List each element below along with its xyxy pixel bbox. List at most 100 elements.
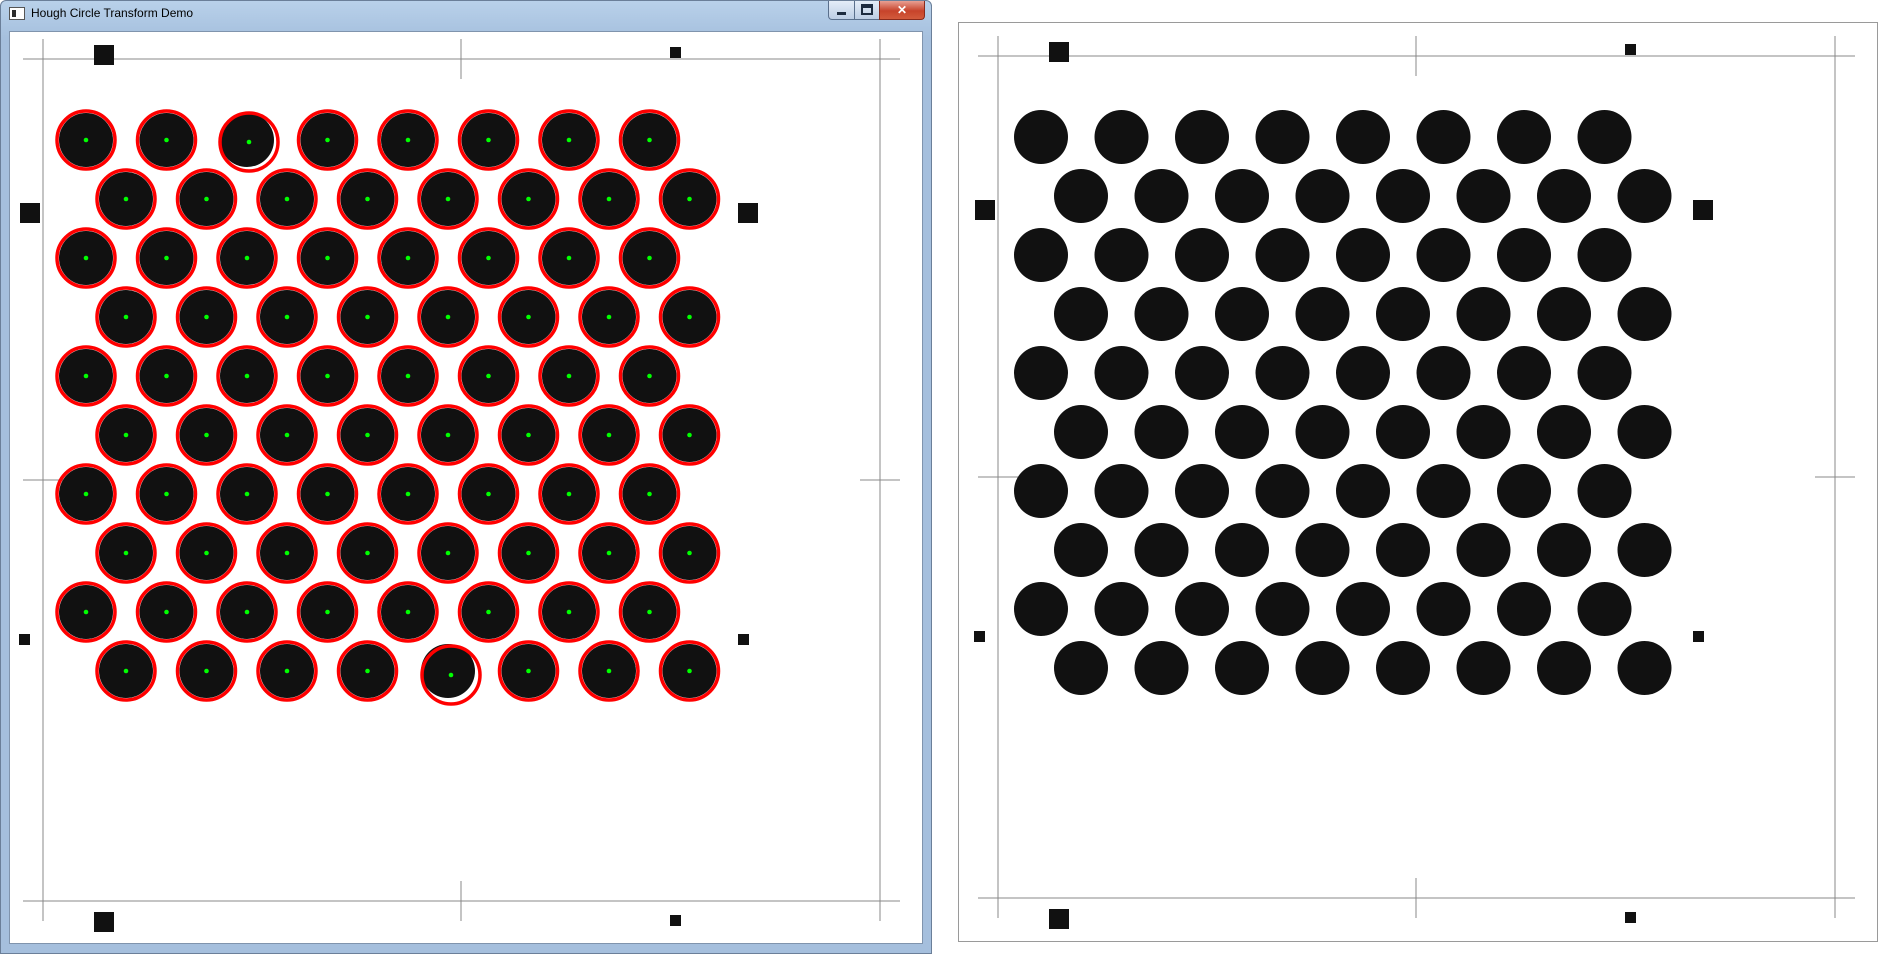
registration-mark xyxy=(1049,909,1069,929)
registration-mark xyxy=(974,631,985,642)
detected-center xyxy=(284,196,290,202)
registration-mark xyxy=(670,47,681,58)
detected-center xyxy=(486,373,491,379)
detected-center xyxy=(83,255,89,261)
detected-center xyxy=(647,255,652,261)
detected-circle xyxy=(336,286,399,348)
title-bar[interactable]: Hough Circle Transform Demo ✕ xyxy=(1,1,931,27)
dot xyxy=(1537,169,1591,223)
detected-circle xyxy=(216,227,278,289)
dot xyxy=(1054,169,1108,223)
dot xyxy=(1617,641,1672,695)
dot xyxy=(1376,641,1430,695)
detected-circle xyxy=(95,640,157,702)
dot xyxy=(1014,582,1068,636)
detected-circle xyxy=(95,286,157,348)
registration-mark xyxy=(1693,631,1704,642)
dot xyxy=(1014,228,1068,282)
detected-circle xyxy=(256,168,318,230)
detected-circle xyxy=(336,640,399,702)
detected-circle xyxy=(497,640,560,702)
detected-circle xyxy=(417,286,479,348)
detected-center xyxy=(486,255,491,261)
detected-circle xyxy=(538,581,600,643)
dot xyxy=(1094,228,1149,282)
detected-center xyxy=(445,550,451,556)
detected-circle xyxy=(296,227,359,289)
detected-circle xyxy=(296,345,359,407)
maximize-button[interactable] xyxy=(854,1,880,20)
dot xyxy=(1134,523,1189,577)
detected-circle xyxy=(135,581,198,643)
detected-circle xyxy=(135,227,198,289)
detected-center xyxy=(123,550,129,556)
dot xyxy=(1255,464,1310,518)
dot xyxy=(1456,641,1511,695)
detected-circle xyxy=(377,463,439,525)
dot xyxy=(1255,228,1310,282)
detected-circle xyxy=(218,111,280,173)
detected-center xyxy=(405,255,411,261)
dot xyxy=(1376,169,1430,223)
detected-circle xyxy=(618,227,681,289)
dot xyxy=(1175,582,1229,636)
detected-center xyxy=(566,255,572,261)
dot xyxy=(1376,287,1430,341)
dot xyxy=(1295,523,1350,577)
dot xyxy=(1094,346,1149,400)
detected-circle xyxy=(216,581,278,643)
detected-circle xyxy=(658,404,721,466)
detected-center xyxy=(244,373,250,379)
detected-center xyxy=(365,196,370,202)
detected-circle xyxy=(175,404,238,466)
dot xyxy=(1094,464,1149,518)
dot xyxy=(1416,346,1471,400)
detected-circle xyxy=(497,404,560,466)
detected-circle xyxy=(175,522,238,584)
detected-circle xyxy=(618,581,681,643)
detected-circle xyxy=(417,168,479,230)
dot xyxy=(1617,405,1672,459)
detected-center xyxy=(284,550,290,556)
close-button[interactable]: ✕ xyxy=(879,1,925,20)
dot xyxy=(1336,346,1390,400)
detected-circle xyxy=(578,522,640,584)
source-image xyxy=(974,36,1855,929)
detected-circle xyxy=(538,463,600,525)
dot xyxy=(1054,405,1108,459)
detected-circle xyxy=(296,109,359,171)
dot xyxy=(1497,464,1551,518)
detected-circle xyxy=(55,227,117,289)
detected-circle xyxy=(55,463,117,525)
dot xyxy=(1054,641,1108,695)
detected-center xyxy=(486,609,491,615)
registration-mark xyxy=(1693,200,1713,220)
detected-center xyxy=(325,373,330,379)
registration-mark xyxy=(975,200,995,220)
detected-circle xyxy=(578,640,640,702)
close-icon: ✕ xyxy=(896,3,908,17)
dot xyxy=(1617,287,1672,341)
dot xyxy=(1376,405,1430,459)
dot xyxy=(1014,464,1068,518)
detected-center xyxy=(486,491,491,497)
dot xyxy=(1537,641,1591,695)
dot xyxy=(1134,405,1189,459)
detected-circle xyxy=(538,109,600,171)
detected-circle xyxy=(658,286,721,348)
detected-circle xyxy=(95,404,157,466)
detected-center xyxy=(365,550,370,556)
detected-center xyxy=(325,255,330,261)
dot xyxy=(1617,169,1672,223)
minimize-button[interactable] xyxy=(828,1,855,20)
detected-center xyxy=(246,139,252,145)
detected-center xyxy=(606,196,612,202)
detected-center xyxy=(204,668,209,674)
dot xyxy=(1376,523,1430,577)
detected-center xyxy=(526,432,531,438)
detected-center xyxy=(164,373,169,379)
detected-center xyxy=(445,314,451,320)
detected-circle xyxy=(578,168,640,230)
detected-center xyxy=(405,373,411,379)
detected-circle xyxy=(256,404,318,466)
